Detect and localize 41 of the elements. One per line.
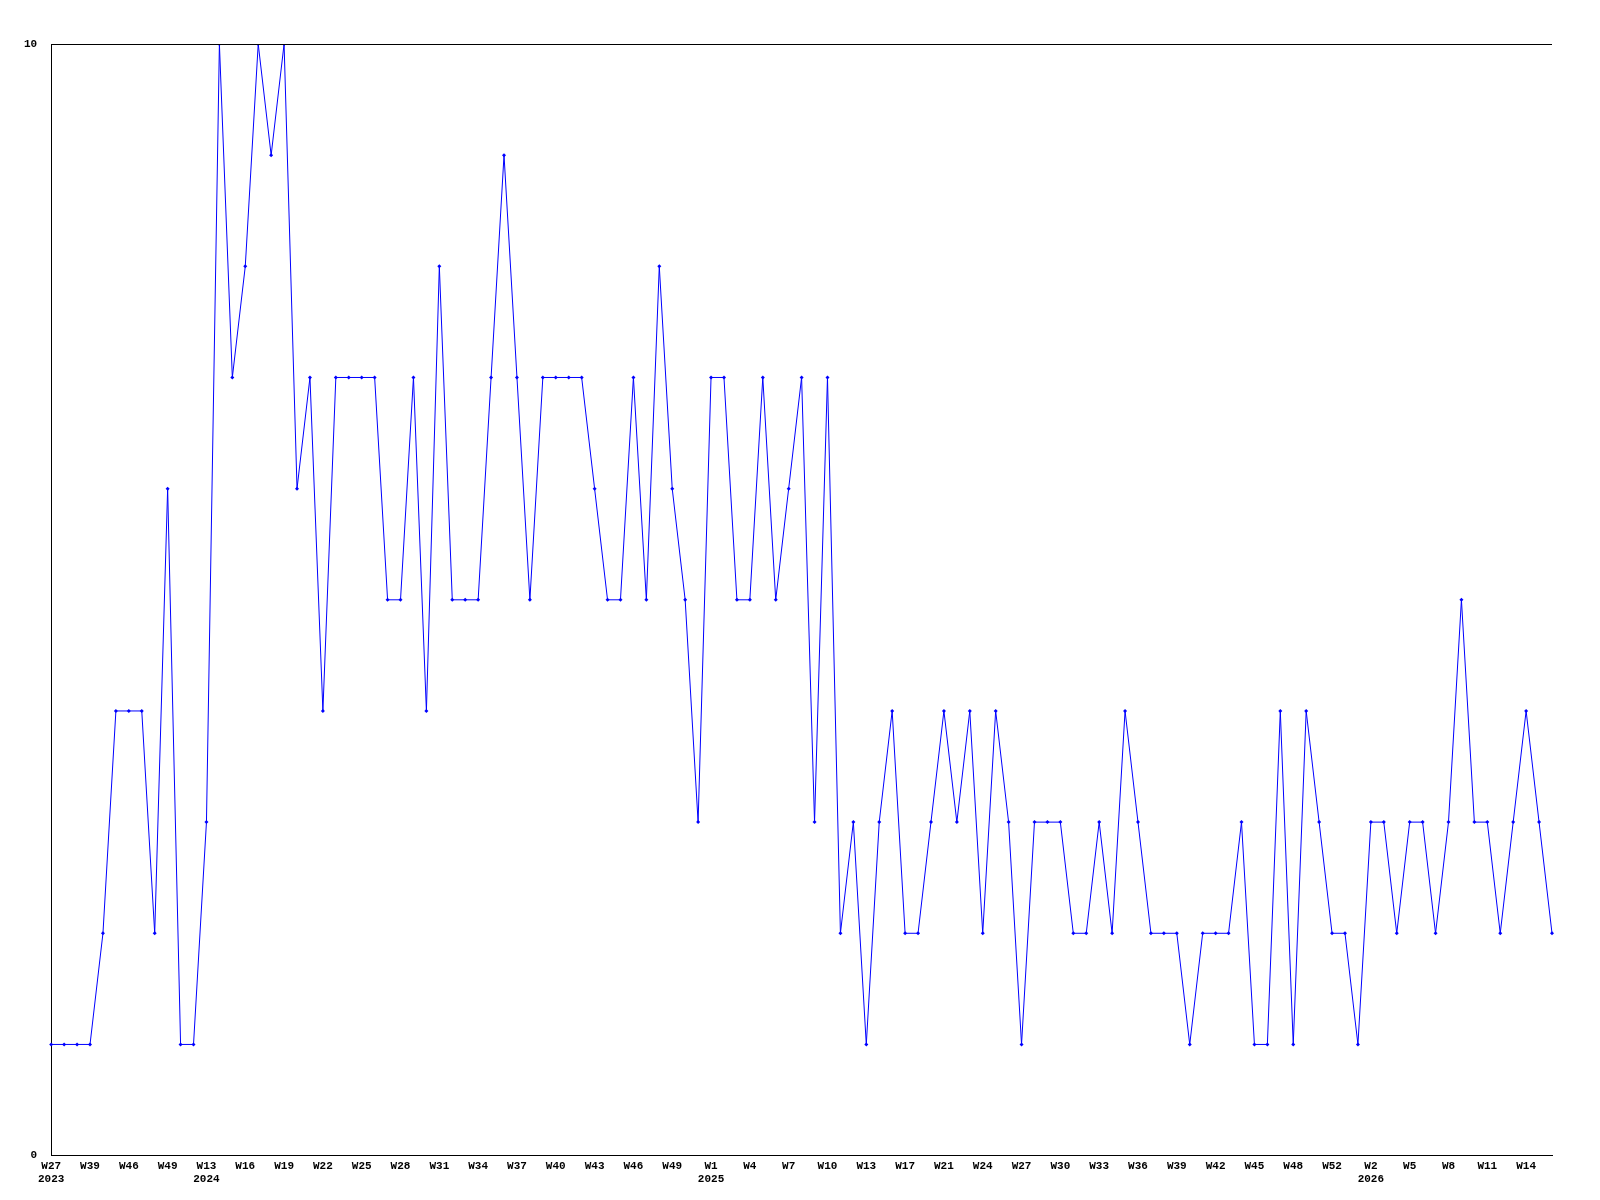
x-tick-label: W1 2025 bbox=[697, 1159, 725, 1186]
x-tick-label: W39 bbox=[1166, 1159, 1187, 1172]
x-tick-label: W14 bbox=[1516, 1159, 1537, 1172]
x-tick-label: W13 bbox=[856, 1159, 877, 1172]
x-tick-label: W52 bbox=[1322, 1159, 1342, 1172]
x-tick-label: W36 bbox=[1128, 1159, 1148, 1172]
x-tick-label: W21 bbox=[934, 1159, 955, 1172]
x-tick-label: W27 bbox=[1011, 1159, 1032, 1172]
x-tick-label: W46 bbox=[623, 1159, 644, 1172]
x-tick-label: W13 2024 bbox=[193, 1159, 221, 1186]
x-tick-label: W17 bbox=[895, 1159, 916, 1172]
x-tick-label: W24 bbox=[972, 1159, 994, 1172]
x-tick-label: W34 bbox=[468, 1159, 489, 1172]
x-tick-label: W5 bbox=[1403, 1159, 1417, 1172]
x-tick-label: W16 bbox=[235, 1159, 256, 1172]
x-tick-label: W46 bbox=[118, 1159, 139, 1172]
x-tick-label: W4 bbox=[743, 1159, 757, 1172]
x-tick-label: W7 bbox=[782, 1159, 796, 1172]
x-tick-label: W19 bbox=[274, 1159, 294, 1172]
x-tick-label: W8 bbox=[1441, 1159, 1456, 1172]
x-tick-label: W22 bbox=[312, 1159, 333, 1172]
x-tick-label: W25 bbox=[351, 1159, 373, 1172]
x-tick-label: W31 bbox=[429, 1159, 450, 1172]
x-tick-label: W49 bbox=[662, 1159, 683, 1172]
y-tick-label: 0 bbox=[30, 1149, 38, 1162]
y-tick-label: 10 bbox=[24, 37, 38, 50]
x-tick-label: W40 bbox=[545, 1159, 566, 1172]
x-tick-label: W30 bbox=[1050, 1159, 1071, 1172]
x-tick-label: W49 bbox=[157, 1159, 178, 1172]
x-tick-label: W45 bbox=[1244, 1159, 1265, 1172]
x-tick-label: W48 bbox=[1283, 1159, 1304, 1172]
x-tick-label: W27 2023 bbox=[38, 1159, 65, 1186]
x-tick-label: W10 bbox=[817, 1159, 838, 1172]
x-tick-label: W28 bbox=[390, 1159, 411, 1172]
x-tick-label: W37 bbox=[507, 1159, 527, 1172]
x-tick-label: W11 bbox=[1477, 1159, 1498, 1172]
x-tick-label: W2 2026 bbox=[1357, 1159, 1385, 1186]
x-tick-label: W33 bbox=[1089, 1159, 1110, 1172]
x-tick-label: W42 bbox=[1205, 1159, 1226, 1172]
x-tick-label: W39 bbox=[80, 1159, 100, 1172]
x-tick-label: W43 bbox=[584, 1159, 605, 1172]
